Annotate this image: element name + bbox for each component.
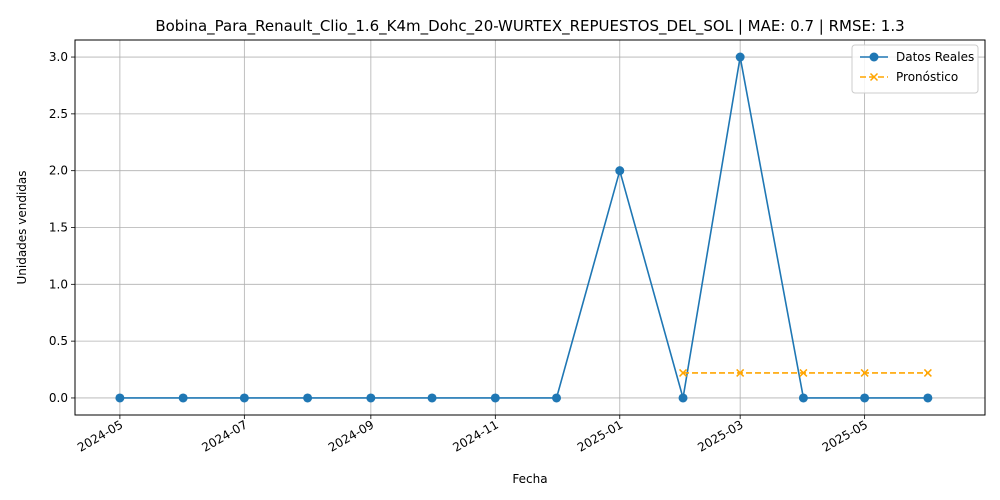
y-tick-label: 1.0 [49,277,68,291]
y-axis: 0.0 0.5 1.0 1.5 2.0 2.5 3.0 [49,50,75,405]
datos-reales-point [366,393,376,403]
x-tick-label: 2025-03 [695,417,745,454]
x-axis: 2024-05 2024-07 2024-09 2024-11 2025-01 2025-… [75,415,870,455]
y-tick-label: 0.5 [49,334,68,348]
datos-reales-point [735,52,745,62]
datos-reales-point [239,393,249,403]
datos-reales-point [178,393,188,403]
datos-reales-point [427,393,437,403]
x-axis-label: Fecha [512,472,547,486]
datos-reales-line [119,56,928,399]
pronostico-point [860,368,869,377]
datos-reales-point [115,393,125,403]
datos-reales-point [860,393,870,403]
x-tick-label: 2025-01 [575,417,625,454]
datos-reales-point [678,393,688,403]
y-tick-label: 1.5 [49,221,68,235]
chart-title: Bobina_Para_Renault_Clio_1.6_K4m_Dohc_20… [155,17,904,36]
legend-marker-datos-reales [869,52,879,62]
legend: Datos Reales Pronóstico [851,44,979,94]
y-tick-label: 3.0 [49,50,68,64]
x-tick-label: 2025-05 [820,417,870,454]
x-tick-label: 2024-05 [75,417,125,454]
datos-reales-point [923,393,933,403]
x-tick-label: 2024-07 [199,417,249,454]
pronostico-point [736,368,745,377]
legend-label-datos-reales: Datos Reales [896,50,974,64]
datos-reales-point [303,393,313,403]
datos-reales-point [552,393,562,403]
y-axis-label: Unidades vendidas [15,170,29,284]
x-tick-label: 2024-11 [450,417,500,454]
datos-reales-point [615,166,625,176]
datos-reales-point [490,393,500,403]
y-tick-label: 0.0 [49,391,68,405]
grid [75,40,985,415]
legend-marker-pronostico [869,72,879,82]
pronostico-point [799,368,808,377]
legend-label-pronostico: Pronóstico [896,70,958,84]
y-tick-label: 2.5 [49,107,68,121]
pronostico-point [923,368,932,377]
datos-reales-point [798,393,808,403]
x-tick-label: 2024-09 [326,417,376,454]
series-layer [115,52,933,403]
pronostico-point [678,368,688,377]
y-tick-label: 2.0 [49,164,68,178]
